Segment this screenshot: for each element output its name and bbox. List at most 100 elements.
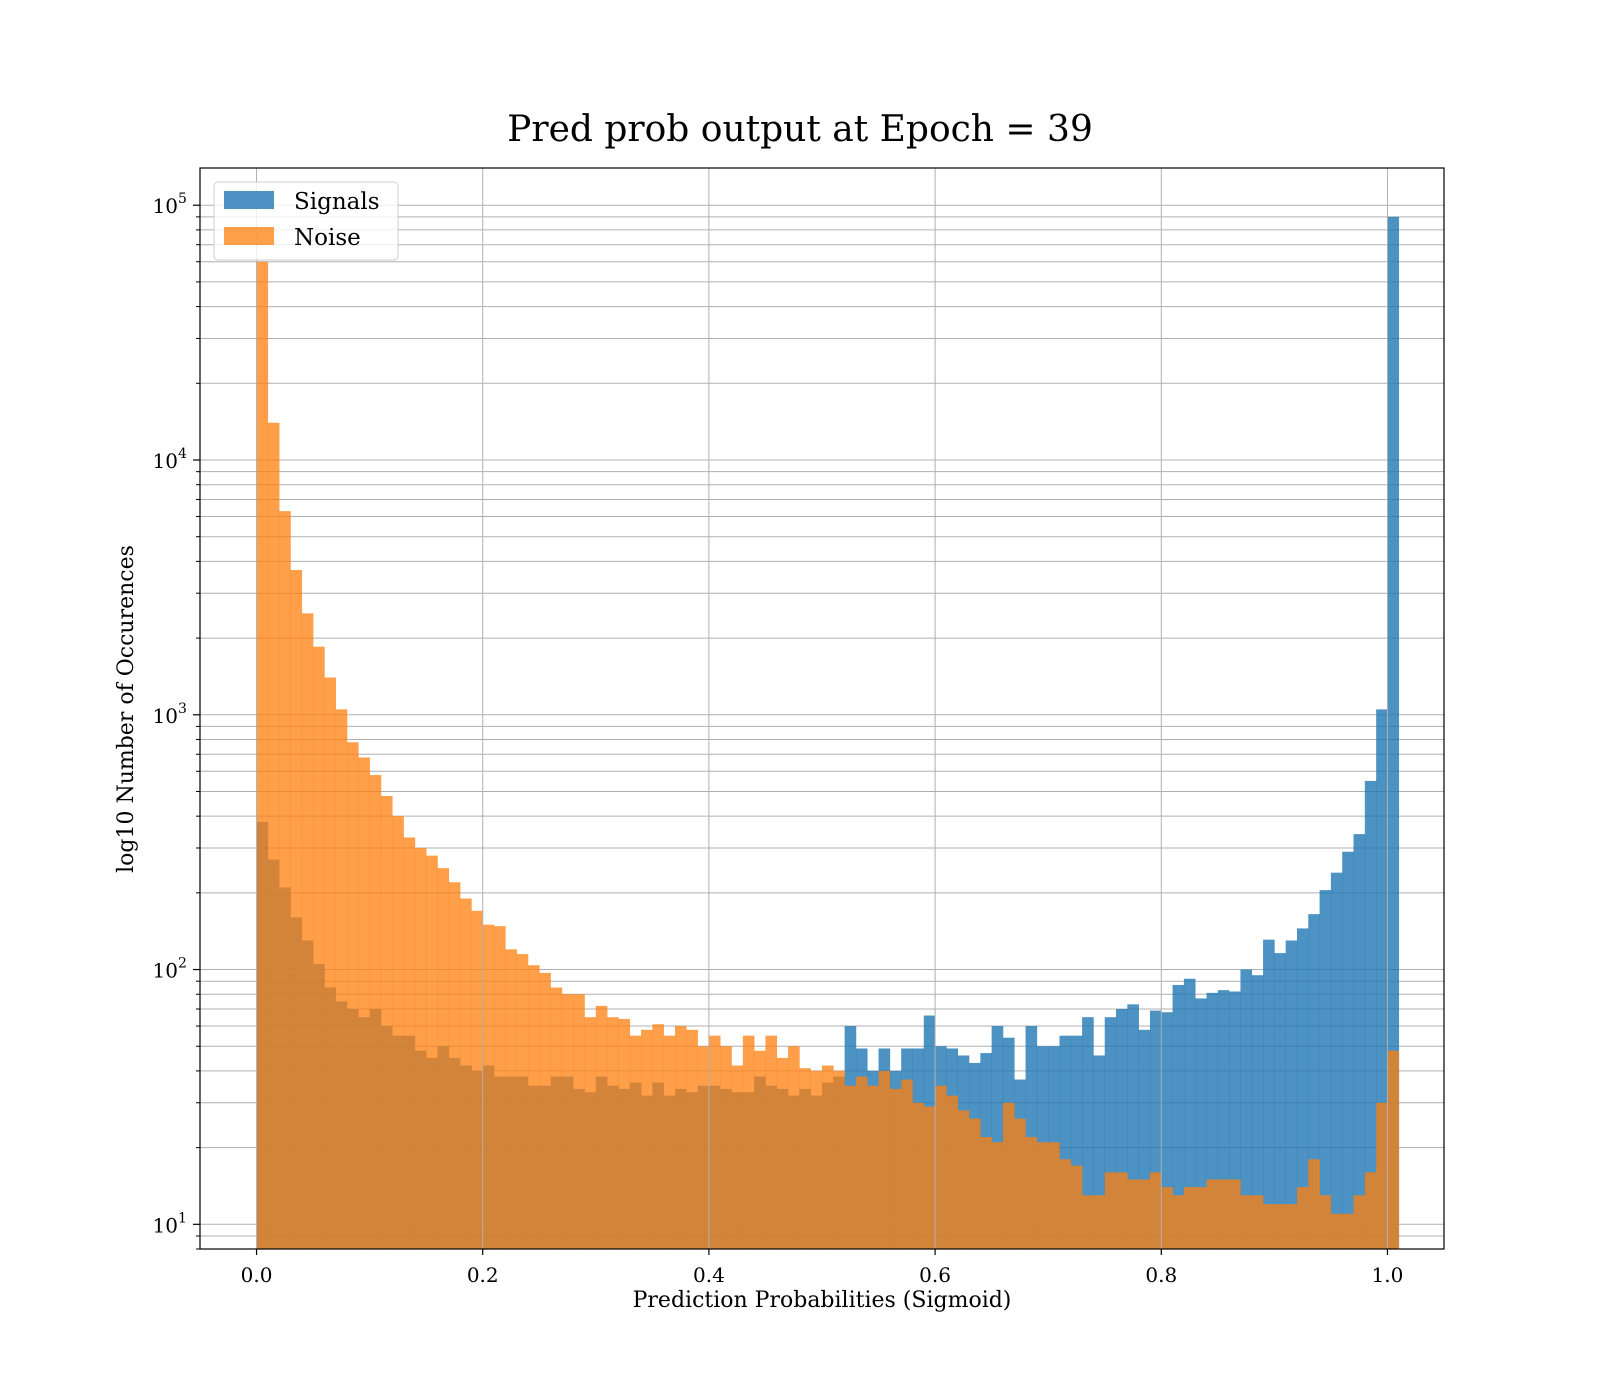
signals-bar <box>1093 1055 1106 1249</box>
noise-bar <box>550 987 563 1249</box>
noise-bar <box>855 1076 868 1249</box>
x-tick-label: 1.0 <box>1372 1263 1404 1287</box>
x-tick-label: 0.6 <box>919 1263 951 1287</box>
signals-bar <box>1059 1035 1072 1249</box>
noise-bar <box>1217 1179 1230 1249</box>
noise-bar <box>799 1068 811 1249</box>
noise-bar <box>629 1035 642 1249</box>
plot-frame <box>199 167 1445 1250</box>
signals-bar <box>1127 1004 1139 1249</box>
noise-bar <box>674 1026 687 1249</box>
y-tick-label: 10 <box>153 704 178 728</box>
signals-bar <box>1308 914 1320 1249</box>
noise-bar <box>1285 1204 1298 1249</box>
noise-bar <box>505 949 517 1249</box>
noise-bar <box>1387 1050 1400 1249</box>
noise-bar <box>708 1035 721 1249</box>
signals-bar <box>1070 1035 1083 1249</box>
noise-bar <box>1048 1142 1060 1249</box>
y-tick-label: 10 <box>153 1213 178 1237</box>
legend-swatch-signals <box>224 191 274 209</box>
noise-bar <box>1059 1159 1072 1249</box>
signals-bar <box>1296 928 1309 1249</box>
noise-bar <box>663 1035 676 1249</box>
noise-bar <box>426 855 438 1249</box>
noise-bar <box>1116 1172 1128 1249</box>
noise-bar <box>822 1065 834 1249</box>
noise-bar <box>1093 1195 1106 1249</box>
noise-bar <box>810 1070 823 1249</box>
signals-bar <box>1376 709 1388 1249</box>
signals-bar <box>1195 998 1207 1249</box>
signals-bar <box>1274 953 1286 1249</box>
noise-bar <box>516 954 529 1249</box>
noise-bar <box>1376 1102 1388 1249</box>
noise-bar <box>437 868 450 1249</box>
noise-bar <box>878 1070 891 1249</box>
noise-bar <box>969 1118 981 1249</box>
noise-bar <box>584 1017 597 1249</box>
noise-bar <box>742 1035 755 1249</box>
noise-bar <box>1274 1204 1286 1249</box>
y-tick-label: 10 <box>153 449 178 473</box>
signals-bar <box>1263 939 1275 1249</box>
noise-bar <box>607 1017 619 1249</box>
noise-bar <box>301 613 314 1249</box>
noise-bar <box>1138 1179 1151 1249</box>
noise-bar <box>844 1085 857 1249</box>
noise-bar <box>347 742 359 1249</box>
noise-bar <box>1036 1142 1049 1249</box>
noise-bar <box>414 847 427 1249</box>
noise-bar <box>1002 1102 1015 1249</box>
noise-bar <box>1149 1172 1162 1249</box>
y-tick-exponent: 2 <box>178 956 187 972</box>
noise-bar <box>313 646 325 1249</box>
x-tick-label: 0.2 <box>467 1263 499 1287</box>
noise-bar <box>1183 1187 1196 1249</box>
noise-bar <box>448 882 461 1249</box>
noise-bar <box>539 972 551 1249</box>
noise-bar <box>1172 1195 1185 1249</box>
noise-bar <box>256 261 269 1250</box>
signals-bar <box>1149 1010 1162 1249</box>
signals-bar <box>1330 872 1343 1249</box>
noise-bar <box>1263 1204 1275 1249</box>
noise-bar <box>1319 1195 1332 1249</box>
noise-bar <box>324 677 337 1249</box>
noise-bar <box>1308 1159 1320 1249</box>
signals-bar <box>1104 1017 1117 1249</box>
noise-bar <box>1240 1195 1253 1249</box>
noise-bar <box>494 926 506 1249</box>
signals-bar <box>1138 1029 1151 1249</box>
noise-bar <box>833 1070 845 1249</box>
noise-bar <box>697 1046 710 1249</box>
noise-bar <box>482 924 495 1249</box>
noise-bar <box>471 910 484 1249</box>
noise-bar <box>912 1102 925 1249</box>
signals-bar <box>1183 978 1196 1249</box>
noise-bar <box>1082 1195 1094 1249</box>
noise-bar <box>641 1029 653 1249</box>
signals-bar <box>1206 992 1219 1249</box>
noise-bar <box>720 1046 732 1249</box>
noise-bar <box>1353 1195 1366 1249</box>
noise-bar <box>901 1079 913 1249</box>
legend-swatch-noise <box>224 227 274 245</box>
y-tick-exponent: 5 <box>178 191 187 207</box>
noise-bar <box>1104 1172 1117 1249</box>
noise-bar <box>1070 1165 1083 1249</box>
noise-bar <box>1251 1195 1264 1249</box>
signals-bar <box>1285 940 1298 1249</box>
noise-bar <box>1206 1179 1219 1249</box>
y-tick-label: 10 <box>153 959 178 983</box>
noise-bar <box>527 965 540 1249</box>
noise-bar <box>369 775 382 1249</box>
y-tick-exponent: 3 <box>178 701 187 717</box>
noise-bar <box>935 1085 947 1249</box>
noise-bar <box>754 1050 766 1249</box>
y-tick-label: 10 <box>153 194 178 218</box>
signals-bar <box>1116 1009 1128 1249</box>
y-axis-label: log10 Number of Occurences <box>114 545 139 873</box>
